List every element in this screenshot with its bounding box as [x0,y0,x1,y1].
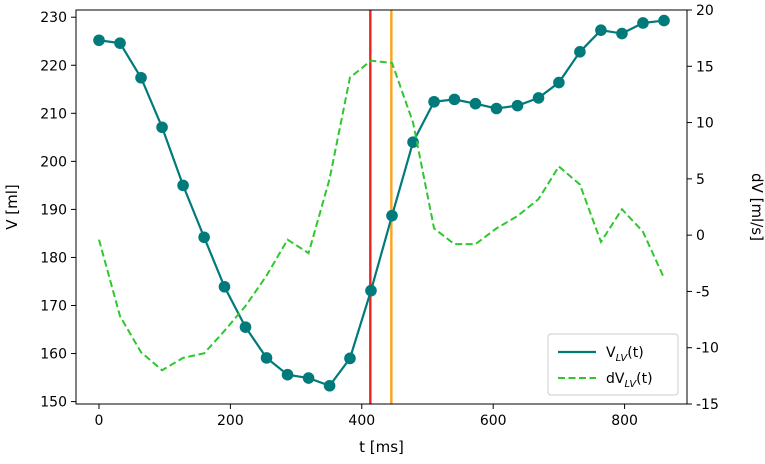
x-tick-label: 600 [480,413,507,429]
y-left-tick-label: 180 [40,250,67,266]
data-point-v [637,17,649,29]
series-line-dv [98,59,665,372]
y-right-tick-label: -5 [696,284,710,300]
y-left-tick-label: 220 [40,58,67,74]
data-point-v [616,27,628,40]
series-line-v [98,19,665,388]
data-point-v [428,95,440,108]
data-point-v [553,76,565,89]
x-tick-label: 800 [611,413,638,429]
data-point-v [386,209,398,222]
y-left-tick-label: 200 [40,154,67,170]
data-point-v [177,179,189,192]
y-left-tick-label: 150 [40,395,67,411]
data-point-v [260,352,273,364]
legend-label: VLV(t) [606,345,644,364]
data-point-v [490,102,503,115]
legend-box [547,333,679,396]
y-right-tick-label: -15 [696,397,719,413]
data-point-v [302,372,315,384]
data-point-v [218,280,231,293]
y-right-tick-label: 10 [696,116,714,132]
y-right-tick-label: 15 [696,59,714,75]
data-point-v [281,368,294,381]
plot-frame [75,9,688,405]
data-point-v [198,231,210,244]
y-right-tick-label: -10 [696,341,719,357]
data-point-v [574,46,586,58]
data-point-v [448,93,461,106]
legend-label: dVLV(t) [606,371,653,390]
data-point-v [658,14,670,27]
y-right-tick-label: 5 [696,172,705,188]
data-point-v [156,121,168,134]
y-right-tick-label: 20 [696,3,714,19]
x-tick-label: 400 [348,413,375,429]
data-point-v [344,352,356,365]
x-tick-label: 0 [95,413,104,429]
data-point-v [469,97,482,110]
legend: VLV(t) dVLV(t) [547,333,679,396]
data-point-v [407,136,419,148]
y-right-tick-label: 0 [696,228,705,244]
data-point-v [135,71,147,84]
data-point-v [595,24,607,36]
y-left-tick-label: 190 [40,202,67,218]
data-point-v [365,284,377,297]
data-point-v [239,321,252,333]
x-tick-label: 200 [217,413,244,429]
y-axis-left-label: V [ml] [3,184,21,230]
data-point-v [323,379,336,392]
data-point-v [511,99,524,112]
data-point-v [532,92,545,104]
y-left-tick-label: 160 [40,347,67,363]
x-axis-label: t [ms] [359,438,404,456]
data-point-v [114,37,126,49]
y-axis-right-label: dV [ml/s] [748,173,765,241]
data-point-v [93,34,105,47]
y-left-tick-label: 210 [40,106,67,122]
y-left-tick-label: 230 [40,10,67,26]
y-left-tick-label: 170 [40,299,67,315]
